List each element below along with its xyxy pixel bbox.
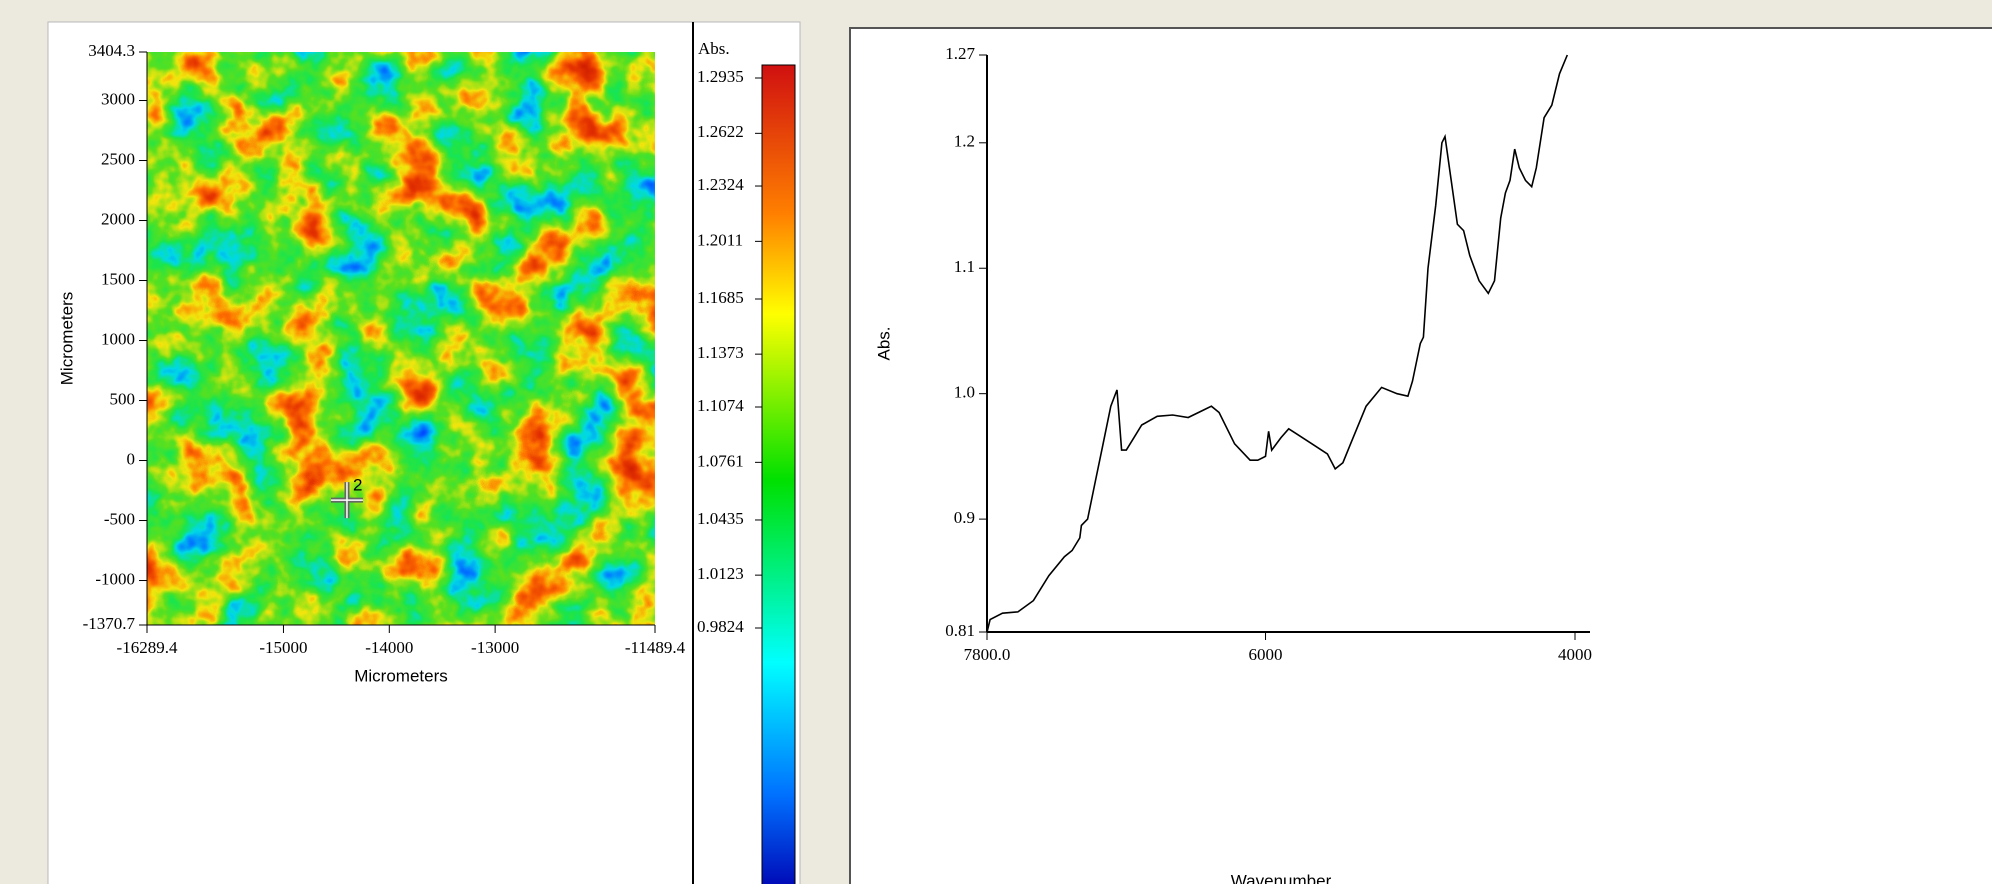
x-tick-label: 7800.0 xyxy=(964,645,1011,664)
spectrum-panel xyxy=(849,27,1992,884)
marker-label: 2 xyxy=(353,476,362,495)
x-tick-label: 4000 xyxy=(1558,645,1592,664)
y-axis-title: Micrometers xyxy=(57,292,76,386)
y-tick-label: 1500 xyxy=(101,269,135,288)
colorbar-tick-label: 1.0435 xyxy=(697,509,744,528)
x-tick-label: -15000 xyxy=(259,638,307,657)
colorbar-tick-label: 1.1373 xyxy=(697,343,744,362)
x-tick-label: 6000 xyxy=(1249,645,1283,664)
y-tick-label: 1.27 xyxy=(945,44,975,63)
y-tick-label: 0 xyxy=(127,449,136,468)
colorbar-tick-label: 1.2324 xyxy=(697,175,744,194)
spectrum-line xyxy=(986,54,1569,633)
y-axis-title: Abs. xyxy=(874,326,893,360)
marker-core xyxy=(330,482,363,519)
colorbar-title: Abs. xyxy=(698,39,730,58)
x-axis-title: Wavenumber xyxy=(1231,871,1332,884)
colorbar-tick-label: 1.0761 xyxy=(697,451,744,470)
x-tick-label: -11489.4 xyxy=(625,638,686,657)
colorbar-tick-label: 1.1685 xyxy=(697,288,744,307)
y-tick-label: 500 xyxy=(110,389,136,408)
colorbar-tick-label: 1.2622 xyxy=(697,122,744,141)
x-tick-label: -13000 xyxy=(471,638,519,657)
y-tick-label: 1.1 xyxy=(954,257,975,276)
x-tick-label: -14000 xyxy=(365,638,413,657)
colorbar-tick-label: 0.9824 xyxy=(697,617,744,636)
y-tick-label: 2000 xyxy=(101,209,135,228)
y-tick-label: 0.81 xyxy=(945,621,975,640)
x-tick-label: -16289.4 xyxy=(117,638,178,657)
colorbar-tick-label: 1.0123 xyxy=(697,564,744,583)
y-tick-label: 1.2 xyxy=(954,132,975,151)
y-tick-label: -1370.7 xyxy=(83,614,136,633)
y-tick-label: 1000 xyxy=(101,329,135,348)
colorbar-tick-label: 1.1074 xyxy=(697,396,744,415)
x-axis-title: Micrometers xyxy=(354,666,448,685)
y-tick-label: 1.0 xyxy=(954,383,975,402)
y-tick-label: 0.9 xyxy=(954,508,975,527)
y-tick-label: 3404.3 xyxy=(88,41,135,60)
y-tick-label: 2500 xyxy=(101,149,135,168)
map-image xyxy=(147,52,655,625)
colorbar xyxy=(761,64,796,884)
colorbar-tick-label: 1.2935 xyxy=(697,67,744,86)
y-tick-label: -1000 xyxy=(95,569,135,588)
y-tick-label: -500 xyxy=(104,509,135,528)
y-tick-label: 3000 xyxy=(101,89,135,108)
colorbar-tick-label: 1.2011 xyxy=(697,230,743,249)
